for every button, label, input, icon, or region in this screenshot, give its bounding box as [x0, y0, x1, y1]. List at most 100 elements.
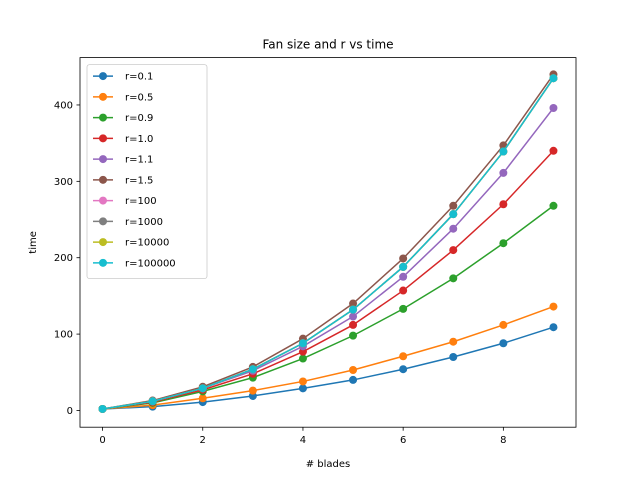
series-line — [102, 73, 555, 410]
data-point — [399, 262, 408, 271]
data-point — [449, 353, 458, 362]
data-point — [399, 304, 408, 313]
legend-marker — [99, 175, 107, 184]
legend-item: r=1.5 — [93, 175, 153, 186]
x-tick-label: 0 — [99, 435, 105, 446]
x-tick-label: 2 — [200, 435, 206, 446]
legend-marker — [99, 155, 107, 164]
legend-label: r=10000 — [125, 238, 169, 249]
series-line — [102, 326, 554, 410]
data-point — [549, 201, 558, 210]
data-point — [298, 377, 307, 386]
legend-item: r=0.9 — [93, 113, 153, 124]
data-point — [449, 201, 458, 210]
data-point — [349, 305, 358, 314]
series-line — [102, 150, 555, 410]
legend-marker — [99, 196, 107, 205]
legend-label: r=1.5 — [125, 175, 153, 186]
legend-item: r=1.1 — [93, 155, 153, 166]
y-tick-label: 200 — [54, 253, 73, 264]
legend-label: r=1.0 — [125, 134, 153, 145]
data-point — [349, 331, 358, 340]
legend-label: r=100 — [125, 196, 157, 207]
data-point — [399, 365, 408, 374]
data-point — [549, 302, 558, 311]
data-point — [549, 323, 558, 332]
y-axis-label: time — [28, 231, 39, 254]
x-tick-label: 8 — [500, 435, 506, 446]
data-point — [499, 320, 508, 329]
legend-label: r=0.5 — [125, 92, 153, 103]
data-point — [499, 200, 508, 209]
legend-label: r=0.1 — [125, 72, 153, 83]
data-point — [499, 339, 508, 348]
data-point — [349, 312, 358, 321]
y-tick-label: 100 — [54, 330, 73, 341]
data-point — [198, 394, 207, 403]
data-point — [549, 74, 558, 83]
data-point — [98, 404, 107, 413]
data-point — [499, 147, 508, 156]
axes-frame — [79, 57, 577, 428]
legend-label: r=1.1 — [125, 155, 153, 166]
legend-marker — [99, 113, 107, 122]
legend-label: r=100000 — [125, 258, 176, 269]
legend-item: r=0.1 — [93, 72, 153, 83]
data-point — [248, 386, 257, 395]
x-axis-ticks: 0 2 4 6 8 — [99, 427, 507, 446]
legend: r=0.1 r=0.5 r=0.9 r=1.0 r=1.1 r=1.5 r=100 r=100… — [86, 64, 208, 279]
x-tick-label: 6 — [400, 435, 406, 446]
data-point — [449, 224, 458, 233]
data-point — [449, 274, 458, 283]
legend-marker — [99, 217, 107, 226]
series-9 — [98, 74, 558, 413]
data-point — [148, 397, 157, 406]
y-tick-label: 400 — [54, 100, 73, 111]
series-line — [102, 205, 554, 410]
legend-marker — [99, 72, 107, 81]
data-point — [349, 365, 358, 374]
data-point — [549, 104, 558, 113]
data-point — [499, 239, 508, 248]
legend-item: r=1000 — [93, 217, 163, 228]
legend-label: r=1000 — [125, 217, 163, 228]
legend-marker — [99, 238, 107, 247]
legend-item: r=100 — [93, 196, 157, 207]
y-tick-label: 300 — [54, 177, 73, 188]
data-point — [198, 384, 207, 393]
data-point — [298, 384, 307, 393]
legend-item: r=10000 — [93, 238, 169, 249]
series-line — [102, 77, 555, 410]
data-point — [399, 272, 408, 281]
data-point — [449, 337, 458, 346]
legend-item: r=0.5 — [93, 92, 153, 103]
legend-marker — [99, 258, 107, 267]
data-point — [399, 286, 408, 295]
legend-box — [86, 64, 208, 279]
data-point — [298, 339, 307, 348]
x-tick-label: 4 — [300, 435, 306, 446]
legend-label: r=0.9 — [125, 113, 153, 124]
data-point — [298, 354, 307, 363]
legend-marker — [99, 134, 107, 143]
data-point — [248, 365, 257, 374]
data-point — [349, 375, 358, 384]
data-point — [399, 352, 408, 361]
data-point — [449, 210, 458, 219]
data-point — [349, 299, 358, 308]
chart-title: Fan size and r vs time — [262, 38, 393, 52]
data-point — [349, 320, 358, 329]
y-tick-label: 0 — [67, 406, 73, 417]
legend-item: r=1.0 — [93, 134, 153, 145]
data-point — [449, 246, 458, 255]
y-axis-ticks: 0 100 200 300 400 — [54, 100, 80, 417]
data-point — [499, 168, 508, 177]
legend-item: r=100000 — [93, 258, 176, 269]
data-point — [399, 254, 408, 263]
data-point — [549, 146, 558, 155]
x-axis-label: # blades — [306, 459, 351, 470]
series-line — [102, 305, 554, 410]
legend-marker — [99, 92, 107, 101]
plot-area — [98, 70, 558, 413]
